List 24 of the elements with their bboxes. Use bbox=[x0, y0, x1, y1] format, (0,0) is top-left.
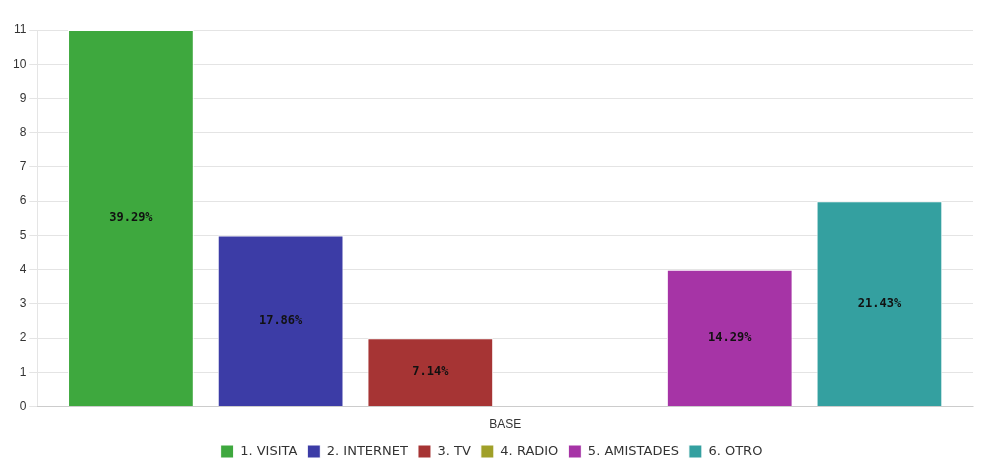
x-tick-label: BASE bbox=[489, 417, 522, 432]
y-tick-label: 0 bbox=[19, 398, 27, 413]
legend-label: 2. INTERNET bbox=[326, 442, 409, 458]
y-tick-label: 3 bbox=[19, 296, 27, 311]
y-tick-label: 11 bbox=[13, 22, 27, 37]
legend-label: 3. TV bbox=[437, 442, 471, 458]
y-tick-label: 9 bbox=[19, 90, 27, 105]
legend-label: 4. RADIO bbox=[500, 442, 559, 458]
annotation: 17.86% bbox=[258, 312, 304, 327]
annotation: 39.29% bbox=[109, 210, 154, 225]
y-tick-label: 6 bbox=[19, 193, 27, 208]
y-tick-label: 2 bbox=[19, 330, 27, 345]
y-tick-label: 7 bbox=[19, 159, 27, 174]
legend-label: 1. VISITA bbox=[240, 442, 298, 458]
annotation: 7.14% bbox=[412, 364, 450, 379]
y-tick-label: 4 bbox=[19, 261, 27, 276]
y-tick-label: 1 bbox=[19, 364, 27, 379]
legend-label: 5. AMISTADES bbox=[587, 442, 679, 458]
y-tick-label: 8 bbox=[19, 125, 27, 140]
y-tick-label: 5 bbox=[19, 227, 27, 242]
y-tick-label: 10 bbox=[12, 56, 27, 71]
annotation: 14.29% bbox=[708, 330, 753, 344]
annotation: 21.43% bbox=[857, 295, 902, 310]
legend-label: 6. OTRO bbox=[708, 442, 763, 458]
